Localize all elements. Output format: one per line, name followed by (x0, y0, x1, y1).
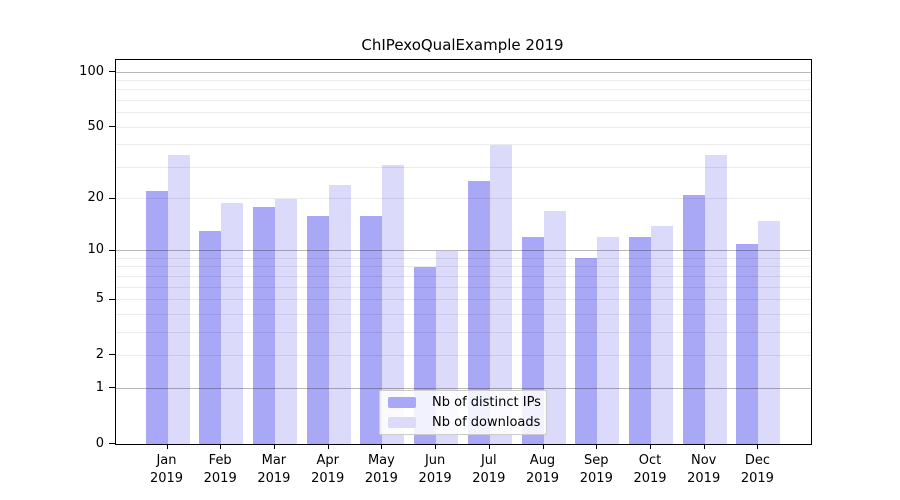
x-tick-mark-aug (542, 444, 544, 449)
x-tick-mark-dec (757, 444, 759, 449)
legend-label-distinct-ips: Nb of distinct IPs (432, 395, 541, 411)
x-tick-mark-nov (703, 444, 705, 449)
x-tick-mark-oct (650, 444, 651, 449)
x-tick-mark-sep (596, 444, 598, 449)
y-tick-mark-20 (109, 197, 115, 199)
x-tick-label-mar: Mar 2019 (257, 453, 291, 486)
bar-downloads-jan (167, 155, 190, 444)
x-tick-label-dec: Dec 2019 (740, 453, 774, 486)
x-tick-label-jul: Jul 2019 (472, 453, 506, 486)
y-tick-label-2: 2 (95, 346, 104, 362)
bar-distinct-ips-oct (629, 237, 651, 444)
bar-distinct-ips-jul (467, 181, 490, 444)
bar-downloads-nov (704, 155, 727, 444)
bar-downloads-may (382, 164, 405, 444)
legend-swatch-distinct-ips (388, 397, 416, 409)
legend-swatch-downloads (388, 416, 416, 428)
y-tick-label-20: 20 (87, 190, 104, 206)
bar-distinct-ips-feb (199, 231, 222, 444)
bar-downloads-oct (651, 225, 673, 444)
y-tick-mark-100 (109, 71, 115, 72)
y-tick-label-0: 0 (95, 435, 104, 451)
x-tick-mark-jul (488, 444, 490, 449)
x-tick-label-may: May 2019 (364, 453, 398, 486)
x-tick-label-jun: Jun 2019 (418, 453, 452, 486)
bar-distinct-ips-nov (682, 194, 705, 444)
x-tick-mark-may (381, 444, 383, 449)
y-tick-label-50: 50 (87, 118, 104, 134)
bar-distinct-ips-jan (145, 191, 168, 444)
x-tick-label-jan: Jan 2019 (149, 453, 184, 486)
y-tick-label-5: 5 (95, 291, 104, 307)
bar-downloads-sep (597, 237, 620, 444)
legend-label-downloads: Nb of downloads (432, 414, 541, 430)
x-tick-label-apr: Apr 2019 (311, 453, 345, 486)
x-tick-mark-jan (166, 444, 168, 449)
y-tick-mark-1 (109, 387, 115, 389)
plot-area: Nb of distinct IPs Nb of downloads (115, 59, 812, 445)
bar-distinct-ips-sep (575, 258, 598, 444)
bar-downloads-feb (221, 202, 244, 444)
x-tick-label-aug: Aug 2019 (525, 453, 560, 486)
y-tick-label-10: 10 (87, 242, 104, 258)
x-tick-mark-mar (273, 444, 275, 449)
x-tick-label-feb: Feb 2019 (203, 453, 237, 486)
x-tick-label-nov: Nov 2019 (687, 453, 721, 486)
legend-item-distinct-ips: Nb of distinct IPs (388, 395, 541, 411)
bar-downloads-dec (758, 220, 781, 444)
y-tick-mark-5 (109, 298, 115, 300)
legend: Nb of distinct IPs Nb of downloads (379, 390, 547, 435)
x-tick-label-sep: Sep 2019 (579, 453, 613, 486)
legend-item-downloads: Nb of downloads (388, 414, 541, 431)
bar-distinct-ips-dec (736, 243, 759, 444)
bar-distinct-ips-apr (306, 215, 329, 444)
y-tick-mark-2 (109, 354, 115, 356)
y-tick-label-100: 100 (79, 63, 104, 79)
bar-downloads-aug (543, 211, 566, 444)
y-tick-mark-10 (109, 249, 115, 251)
bar-downloads-mar (274, 198, 297, 444)
bar-downloads-apr (328, 184, 351, 444)
chart-title: ChIPexoQualExample 2019 (361, 36, 564, 54)
y-tick-mark-50 (109, 126, 115, 128)
bar-distinct-ips-mar (252, 206, 275, 444)
y-tick-label-1: 1 (95, 379, 104, 395)
bar-downloads-jul (489, 144, 512, 444)
x-tick-mark-feb (220, 444, 222, 449)
bars-layer (116, 60, 811, 444)
bar-distinct-ips-may (360, 215, 383, 444)
y-tick-mark-0 (109, 443, 115, 444)
x-tick-mark-apr (327, 444, 329, 449)
x-tick-label-oct: Oct 2019 (633, 453, 667, 486)
x-tick-mark-jun (435, 444, 437, 449)
